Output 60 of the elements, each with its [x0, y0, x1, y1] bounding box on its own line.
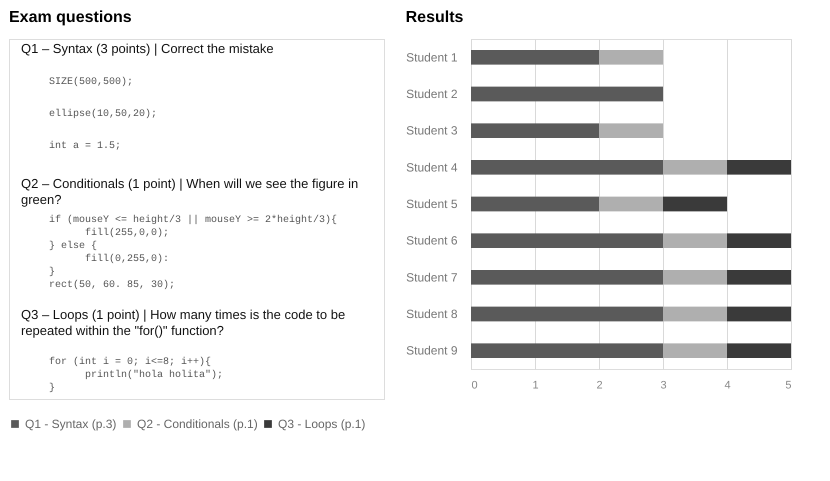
bar: [663, 343, 727, 358]
bar: [471, 50, 599, 65]
bar: [727, 233, 791, 248]
y-tick-label: Student 6: [406, 234, 458, 248]
y-tick-label: Student 9: [406, 344, 458, 358]
text: ellipse(10,50,20);: [49, 108, 158, 120]
x-tick-label: 5: [785, 380, 792, 392]
bar: [471, 123, 599, 138]
chart-title: Results: [406, 9, 464, 26]
text: Q3 – Loops (1 point) | How many times is the code to be: [21, 307, 346, 322]
x-tick-label: 2: [596, 380, 603, 392]
bar: [727, 343, 791, 358]
text: SIZE(500,500);: [49, 76, 134, 88]
x-tick-label: 4: [724, 380, 731, 392]
bar: [471, 233, 663, 248]
bar: [599, 196, 663, 212]
text: green?: [21, 192, 62, 207]
text: Q1 – Syntax (3 points) | Correct the mistake: [21, 41, 274, 56]
text: Q2 – Conditionals (1 point) | When will we see the figure in: [21, 176, 358, 191]
bar: [727, 306, 791, 322]
text: }: [49, 382, 56, 394]
y-tick-label: Student 4: [406, 160, 458, 174]
text: fill(255,0,0);: [85, 227, 170, 239]
bar: [663, 160, 727, 175]
text: println("hola holita");: [85, 369, 224, 381]
text: fill(0,255,0):: [85, 253, 170, 265]
bar: [471, 306, 663, 322]
bar: [471, 160, 663, 175]
bar: [599, 123, 663, 138]
y-tick-label: Student 2: [406, 87, 458, 101]
bar: [663, 196, 727, 212]
x-tick-label: 0: [472, 380, 478, 392]
legend-label: Q3 - Loops (p.1): [278, 417, 366, 431]
bar: [471, 270, 663, 285]
text: int a = 1.5;: [49, 140, 122, 152]
bar: [663, 233, 727, 248]
text: for (int i = 0; i<=8; i++){: [49, 356, 212, 368]
legend-label: Q1 - Syntax (p.3): [25, 417, 116, 431]
bar: [471, 86, 663, 102]
legend-label: Q2 - Conditionals (p.1): [137, 417, 258, 431]
y-tick-label: Student 1: [406, 50, 458, 64]
bar: [663, 270, 727, 285]
y-tick-label: Student 7: [406, 270, 458, 284]
text: }: [49, 266, 56, 278]
y-tick-label: Student 5: [406, 197, 458, 211]
y-tick-label: Student 3: [406, 124, 458, 138]
text: Exam questions: [9, 9, 132, 26]
text: repeated within the "for()" function?: [21, 323, 224, 338]
text: rect(50, 60. 85, 30);: [49, 279, 176, 291]
bar: [727, 270, 791, 285]
bar: [471, 343, 663, 358]
bar: [727, 160, 791, 175]
x-tick-label: 1: [532, 380, 539, 392]
bar: [663, 306, 727, 322]
y-tick-label: Student 8: [406, 307, 458, 321]
bar: [599, 50, 663, 65]
text: } else {: [49, 240, 98, 252]
x-tick-label: 3: [660, 380, 667, 392]
text: if (mouseY <= height/3 || mouseY >= 2*height/3){: [49, 214, 338, 226]
bar: [471, 196, 599, 212]
